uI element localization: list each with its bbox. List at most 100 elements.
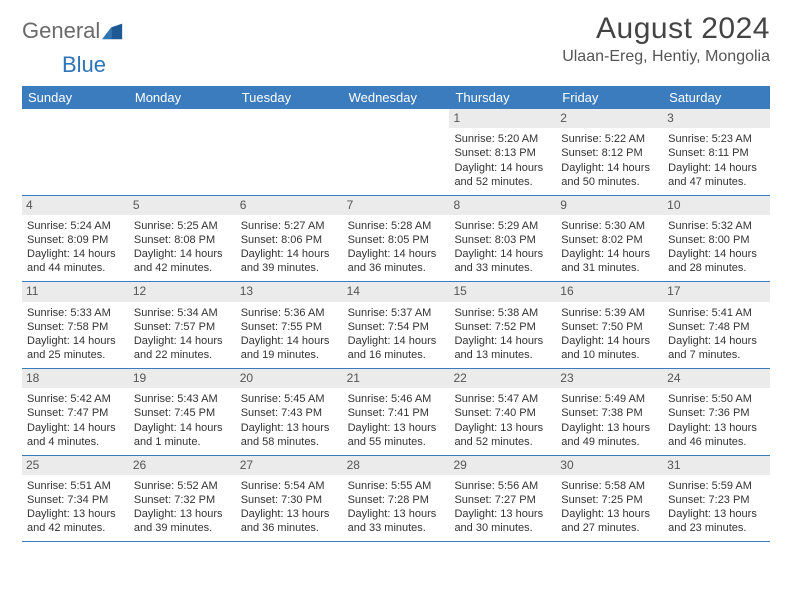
day-cell: 12Sunrise: 5:34 AMSunset: 7:57 PMDayligh… — [129, 282, 236, 368]
daylight-line: Daylight: 14 hours and 10 minutes. — [561, 334, 658, 362]
sunset-line: Sunset: 7:23 PM — [668, 493, 765, 507]
title-block: August 2024 Ulaan-Ereg, Hentiy, Mongolia — [562, 12, 770, 66]
sunrise-line: Sunrise: 5:28 AM — [348, 219, 445, 233]
week-row: 11Sunrise: 5:33 AMSunset: 7:58 PMDayligh… — [22, 282, 770, 369]
brand-word-2: Blue — [62, 52, 106, 77]
sunset-line: Sunset: 7:34 PM — [27, 493, 124, 507]
sunrise-line: Sunrise: 5:59 AM — [668, 479, 765, 493]
day-number: 7 — [343, 196, 450, 215]
sunset-line: Sunset: 8:00 PM — [668, 233, 765, 247]
day-number: 16 — [556, 282, 663, 301]
day-cell: 2Sunrise: 5:22 AMSunset: 8:12 PMDaylight… — [556, 109, 663, 195]
dow-sun: Sunday — [22, 87, 129, 109]
day-number: 12 — [129, 282, 236, 301]
calendar-page: General August 2024 Ulaan-Ereg, Hentiy, … — [0, 0, 792, 612]
month-title: August 2024 — [562, 12, 770, 46]
sunset-line: Sunset: 7:58 PM — [27, 320, 124, 334]
day-cell: 24Sunrise: 5:50 AMSunset: 7:36 PMDayligh… — [663, 369, 770, 455]
daylight-line: Daylight: 13 hours and 30 minutes. — [454, 507, 551, 535]
daylight-line: Daylight: 14 hours and 16 minutes. — [348, 334, 445, 362]
dow-fri: Friday — [556, 87, 663, 109]
sunrise-line: Sunrise: 5:45 AM — [241, 392, 338, 406]
day-cell: 10 Sunrise: 5:32 AMSunset: 8:00 PMDayligh… — [663, 196, 770, 282]
day-number: 14 — [343, 282, 450, 301]
day-cell: 16Sunrise: 5:39 AMSunset: 7:50 PMDayligh… — [556, 282, 663, 368]
dow-sat: Saturday — [663, 87, 770, 109]
day-number: 2 — [556, 109, 663, 128]
day-of-week-header: Sunday Monday Tuesday Wednesday Thursday… — [22, 87, 770, 109]
sunrise-line: Sunrise: 5:51 AM — [27, 479, 124, 493]
sunrise-line: Sunrise: 5:30 AM — [561, 219, 658, 233]
sunset-line: Sunset: 7:54 PM — [348, 320, 445, 334]
sunrise-line: Sunrise: 5:52 AM — [134, 479, 231, 493]
sunrise-line: Sunrise: 5:20 AM — [454, 132, 551, 146]
sunset-line: Sunset: 7:48 PM — [668, 320, 765, 334]
daylight-line: Daylight: 14 hours and 31 minutes. — [561, 247, 658, 275]
sunrise-line: Sunrise: 5:32 AM — [668, 219, 765, 233]
day-number: 18 — [22, 369, 129, 388]
day-number: 28 — [343, 456, 450, 475]
sunrise-line: Sunrise: 5:29 AM — [454, 219, 551, 233]
day-cell: 18Sunrise: 5:42 AMSunset: 7:47 PMDayligh… — [22, 369, 129, 455]
sunset-line: Sunset: 7:30 PM — [241, 493, 338, 507]
day-cell: . — [22, 109, 129, 195]
sunset-line: Sunset: 7:55 PM — [241, 320, 338, 334]
daylight-line: Daylight: 14 hours and 19 minutes. — [241, 334, 338, 362]
day-cell: 28Sunrise: 5:55 AMSunset: 7:28 PMDayligh… — [343, 456, 450, 542]
daylight-line: Daylight: 14 hours and 47 minutes. — [668, 161, 765, 189]
day-number: 10 — [663, 196, 770, 215]
day-cell: 20 Sunrise: 5:45 AMSunset: 7:43 PMDayligh… — [236, 369, 343, 455]
daylight-line: Daylight: 14 hours and 33 minutes. — [454, 247, 551, 275]
daylight-line: Daylight: 14 hours and 4 minutes. — [27, 421, 124, 449]
daylight-line: Daylight: 13 hours and 58 minutes. — [241, 421, 338, 449]
day-number: 21 — [343, 369, 450, 388]
daylight-line: Daylight: 13 hours and 49 minutes. — [561, 421, 658, 449]
daylight-line: Daylight: 14 hours and 28 minutes. — [668, 247, 765, 275]
sunset-line: Sunset: 7:28 PM — [348, 493, 445, 507]
sunset-line: Sunset: 7:32 PM — [134, 493, 231, 507]
sunrise-line: Sunrise: 5:23 AM — [668, 132, 765, 146]
day-cell: 6Sunrise: 5:27 AMSunset: 8:06 PMDaylight… — [236, 196, 343, 282]
sunrise-line: Sunrise: 5:36 AM — [241, 306, 338, 320]
daylight-line: Daylight: 13 hours and 55 minutes. — [348, 421, 445, 449]
daylight-line: Daylight: 13 hours and 23 minutes. — [668, 507, 765, 535]
sunset-line: Sunset: 7:40 PM — [454, 406, 551, 420]
sunset-line: Sunset: 7:36 PM — [668, 406, 765, 420]
sunset-line: Sunset: 8:02 PM — [561, 233, 658, 247]
sunrise-line: Sunrise: 5:41 AM — [668, 306, 765, 320]
daylight-line: Daylight: 13 hours and 39 minutes. — [134, 507, 231, 535]
sunset-line: Sunset: 8:12 PM — [561, 146, 658, 160]
day-number: 29 — [449, 456, 556, 475]
dow-tue: Tuesday — [236, 87, 343, 109]
day-number: 24 — [663, 369, 770, 388]
sunrise-line: Sunrise: 5:43 AM — [134, 392, 231, 406]
day-cell: 1Sunrise: 5:20 AMSunset: 8:13 PMDaylight… — [449, 109, 556, 195]
sunrise-line: Sunrise: 5:22 AM — [561, 132, 658, 146]
sunrise-line: Sunrise: 5:37 AM — [348, 306, 445, 320]
sunset-line: Sunset: 8:08 PM — [134, 233, 231, 247]
sunrise-line: Sunrise: 5:24 AM — [27, 219, 124, 233]
weeks-container: ....1Sunrise: 5:20 AMSunset: 8:13 PMDayl… — [22, 109, 770, 542]
sunrise-line: Sunrise: 5:38 AM — [454, 306, 551, 320]
day-number: 5 — [129, 196, 236, 215]
sunrise-line: Sunrise: 5:46 AM — [348, 392, 445, 406]
dow-mon: Monday — [129, 87, 236, 109]
week-row: 4Sunrise: 5:24 AMSunset: 8:09 PMDaylight… — [22, 196, 770, 283]
day-cell: 29Sunrise: 5:56 AMSunset: 7:27 PMDayligh… — [449, 456, 556, 542]
sunset-line: Sunset: 7:43 PM — [241, 406, 338, 420]
sunset-line: Sunset: 8:09 PM — [27, 233, 124, 247]
sunrise-line: Sunrise: 5:27 AM — [241, 219, 338, 233]
day-cell: 30Sunrise: 5:58 AMSunset: 7:25 PMDayligh… — [556, 456, 663, 542]
sunset-line: Sunset: 8:06 PM — [241, 233, 338, 247]
daylight-line: Daylight: 13 hours and 33 minutes. — [348, 507, 445, 535]
sunrise-line: Sunrise: 5:54 AM — [241, 479, 338, 493]
sunset-line: Sunset: 8:05 PM — [348, 233, 445, 247]
day-number: 8 — [449, 196, 556, 215]
sunrise-line: Sunrise: 5:33 AM — [27, 306, 124, 320]
daylight-line: Daylight: 14 hours and 42 minutes. — [134, 247, 231, 275]
day-number: 20 — [236, 369, 343, 388]
daylight-line: Daylight: 13 hours and 46 minutes. — [668, 421, 765, 449]
sunset-line: Sunset: 7:45 PM — [134, 406, 231, 420]
daylight-line: Daylight: 14 hours and 7 minutes. — [668, 334, 765, 362]
day-cell: . — [343, 109, 450, 195]
